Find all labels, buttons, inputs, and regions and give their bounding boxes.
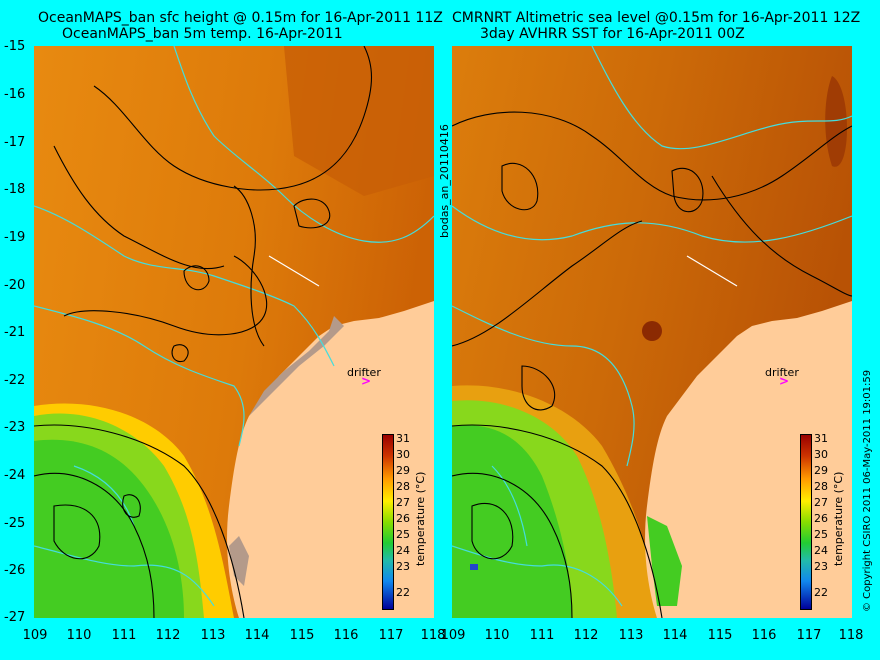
cyan-contours bbox=[34, 46, 434, 607]
lat-label: -22 bbox=[4, 373, 26, 388]
colorbar-tick: 24 bbox=[814, 544, 828, 557]
lat-label: -27 bbox=[4, 610, 26, 625]
lat-label: -17 bbox=[4, 135, 26, 150]
colorbar-tick: 24 bbox=[396, 544, 410, 557]
colorbar-tick: 30 bbox=[814, 448, 828, 461]
center-label: bodas_an_20110416 bbox=[438, 124, 451, 238]
lat-label: -25 bbox=[4, 516, 26, 531]
right-map-svg bbox=[452, 46, 852, 618]
colorbar-tick: 27 bbox=[814, 496, 828, 509]
lon-label-right: 111 bbox=[529, 628, 555, 643]
lat-label: -26 bbox=[4, 563, 26, 578]
colorbar bbox=[800, 434, 812, 610]
drifter-label: drifter bbox=[765, 366, 799, 379]
cool-water-core bbox=[34, 439, 184, 618]
colorbar-tick: 27 bbox=[396, 496, 410, 509]
cool-water-core bbox=[452, 425, 572, 618]
lon-label-right: 115 bbox=[707, 628, 733, 643]
colorbar-tick: 28 bbox=[396, 480, 410, 493]
left-title-line1: OceanMAPS_ban sfc height @ 0.15m for 16-… bbox=[38, 10, 443, 26]
left-map-svg bbox=[34, 46, 434, 618]
colorbar-tick: 31 bbox=[814, 432, 828, 445]
warm-patch bbox=[284, 46, 434, 196]
lon-label-right: 110 bbox=[484, 628, 510, 643]
colorbar-label: temperature (°C) bbox=[414, 471, 427, 566]
right-title-line2: 3day AVHRR SST for 16-Apr-2011 00Z bbox=[480, 26, 745, 42]
transect-line bbox=[686, 255, 738, 287]
lat-label: -24 bbox=[4, 468, 26, 483]
lon-label-right: 114 bbox=[662, 628, 688, 643]
colorbar-tick: 30 bbox=[396, 448, 410, 461]
colorbar-tick: 29 bbox=[814, 464, 828, 477]
left-title-line2: OceanMAPS_ban 5m temp. 16-Apr-2011 bbox=[62, 26, 343, 42]
lat-label: -23 bbox=[4, 420, 26, 435]
lon-label: 116 bbox=[333, 628, 359, 643]
lon-label-right: 112 bbox=[573, 628, 599, 643]
black-contours bbox=[34, 46, 372, 618]
lon-label: 111 bbox=[111, 628, 137, 643]
colorbar-tick: 22 bbox=[814, 586, 828, 599]
colorbar-tick: 22 bbox=[396, 586, 410, 599]
colorbar-tick: 23 bbox=[396, 560, 410, 573]
colorbar-label: temperature (°C) bbox=[832, 471, 845, 566]
lon-label-right: 109 bbox=[440, 628, 466, 643]
lat-label: -18 bbox=[4, 182, 26, 197]
transect-line bbox=[268, 255, 320, 287]
lat-label: -21 bbox=[4, 325, 26, 340]
lat-label: -16 bbox=[4, 87, 26, 102]
lon-label-right: 118 bbox=[838, 628, 864, 643]
lat-label: -15 bbox=[4, 39, 26, 54]
colorbar-tick: 25 bbox=[814, 528, 828, 541]
copyright-label: © Copyright CSIRO 2011 06-May-2011 19:01… bbox=[862, 369, 873, 612]
hot-spot-center bbox=[642, 321, 662, 341]
left-map-panel bbox=[34, 46, 434, 618]
cyan-contours bbox=[452, 46, 852, 607]
lon-label: 114 bbox=[244, 628, 270, 643]
right-map-panel bbox=[452, 46, 852, 618]
coastal-shelf-south bbox=[229, 536, 249, 586]
lon-label: 115 bbox=[289, 628, 315, 643]
lon-label: 110 bbox=[66, 628, 92, 643]
lat-label: -20 bbox=[4, 278, 26, 293]
lon-label: 118 bbox=[420, 628, 446, 643]
hot-spot-ne bbox=[825, 76, 847, 167]
lon-label-right: 116 bbox=[751, 628, 777, 643]
drifter-icon: > bbox=[361, 374, 372, 388]
colorbar-tick: 28 bbox=[814, 480, 828, 493]
colorbar-tick: 26 bbox=[396, 512, 410, 525]
lon-label: 113 bbox=[200, 628, 226, 643]
cold-pixel bbox=[470, 564, 478, 570]
black-contours bbox=[452, 111, 852, 618]
drifter-label: drifter bbox=[347, 366, 381, 379]
colorbar-tick: 23 bbox=[814, 560, 828, 573]
colorbar-tick: 29 bbox=[396, 464, 410, 477]
lon-label-right: 113 bbox=[618, 628, 644, 643]
drifter-icon: > bbox=[779, 374, 790, 388]
colorbar-tick: 31 bbox=[396, 432, 410, 445]
lon-label: 112 bbox=[155, 628, 181, 643]
colorbar bbox=[382, 434, 394, 610]
right-title-line1: CMRNRT Altimetric sea level @0.15m for 1… bbox=[452, 10, 861, 26]
colorbar-tick: 25 bbox=[396, 528, 410, 541]
colorbar-tick: 26 bbox=[814, 512, 828, 525]
lat-label: -19 bbox=[4, 230, 26, 245]
lon-label: 117 bbox=[378, 628, 404, 643]
lon-label-right: 117 bbox=[796, 628, 822, 643]
lon-label: 109 bbox=[22, 628, 48, 643]
